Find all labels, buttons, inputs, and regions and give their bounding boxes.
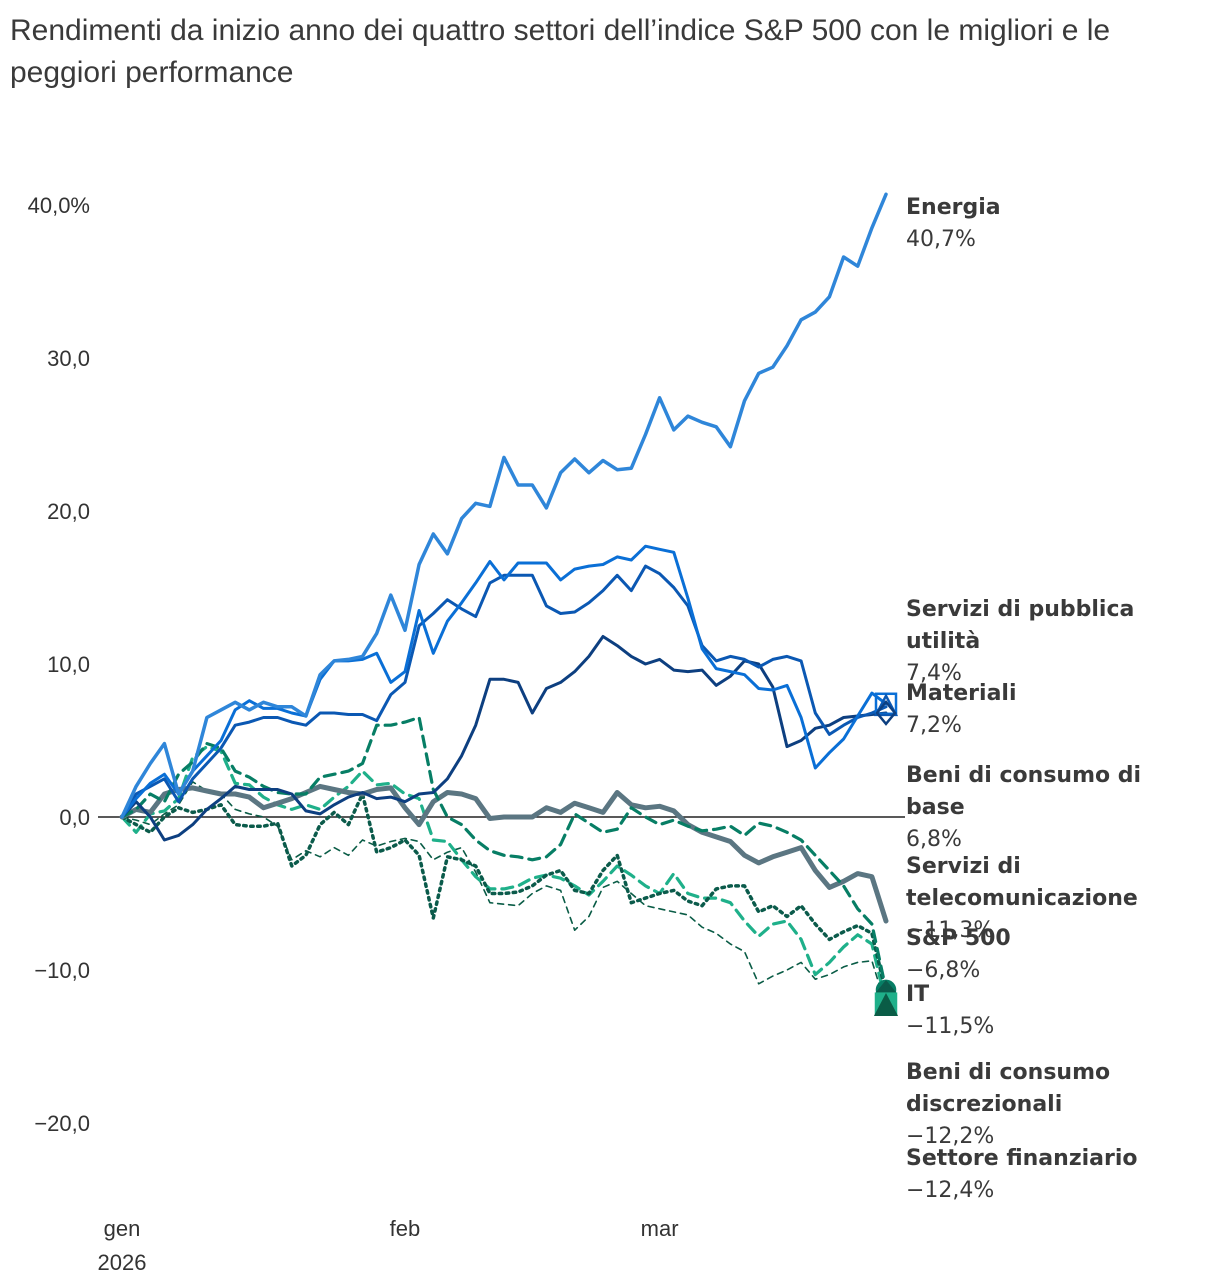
end-label-name: Servizi di [906,854,1021,879]
x-axis: gen feb mar 2026 [98,1216,679,1275]
end-label-name: base [906,795,965,820]
end-label-value: 6,8% [906,827,962,852]
end-label-servizi-di-pubblica-utilita: Servizi di pubblica utilità 7,4% [906,597,1134,686]
series-line-servizi-di-telecomunicazione [120,715,888,992]
end-label-name: Energia [906,195,1001,220]
y-tick-label: 20,0 [47,499,90,524]
end-label-name: IT [906,982,929,1007]
end-label-name: S&P 500 [906,926,1011,951]
end-label-name: Materiali [906,681,1017,706]
end-label-sandp-500: S&P 500 −6,8% [906,926,1011,983]
series-line-it [120,792,888,995]
series-line-materiali [120,564,888,819]
end-label-value: 7,2% [906,713,962,738]
x-tick-label: gen [104,1216,141,1241]
end-label-name: utilità [906,629,980,654]
series-line-beni-di-consumo-discrezionali [120,744,888,1006]
end-label-name: discrezionali [906,1092,1062,1117]
end-marker-beni-di-consumo-di-base [875,699,897,726]
end-label-settore-finanziario: Settore finanziario −12,4% [906,1146,1138,1203]
y-tick-label: 10,0 [47,652,90,677]
end-label-servizi-di-telecomunicazione: Servizi di telecomunicazione −11,3% [906,854,1138,943]
end-label-name: Settore finanziario [906,1146,1138,1171]
end-marker-materiali [873,693,899,717]
end-marker-settore-finanziario [873,993,899,1016]
end-label-value: 7,4% [906,661,962,686]
end-label-value: 40,7% [906,227,976,252]
end-label-value: −12,4% [906,1178,994,1203]
end-label-name: Servizi di pubblica [906,597,1134,622]
end-label-value: −11,3% [906,918,994,943]
series-line-sandp-500 [119,783,889,924]
end-label-materiali: Materiali 7,2% [906,681,1017,738]
x-tick-label: feb [390,1216,421,1241]
y-tick-label: 30,0 [47,346,90,371]
x-year-label: 2026 [98,1250,147,1275]
end-label-name: Beni di consumo [906,1060,1110,1085]
y-tick-label: 0,0 [59,805,90,830]
end-label-beni-di-consumo-discrezionali: Beni di consumo discrezionali −12,2% [906,1060,1110,1149]
y-axis: 40,0% 30,0 20,0 10,0 0,0 −10,0 −20,0 [28,193,90,1136]
end-labels: Energia 40,7% Servizi di pubblica utilità 7,… [906,195,1141,1203]
end-label-energia: Energia 40,7% [906,195,1001,252]
y-tick-label: −10,0 [34,958,90,983]
series-line-settore-finanziario [121,780,887,1008]
end-label-beni-di-consumo-di-base: Beni di consumo di base 6,8% [906,763,1141,852]
y-tick-label: 40,0% [28,193,90,218]
series-line-energia [120,192,888,819]
series-line-beni-di-consumo-di-base [120,635,888,842]
x-tick-label: mar [641,1216,679,1241]
y-tick-label: −20,0 [34,1111,90,1136]
end-label-value: −12,2% [906,1124,994,1149]
end-label-name: Beni di consumo di [906,763,1141,788]
end-label-value: −11,5% [906,1014,994,1039]
end-markers [873,692,899,1016]
series-lines [119,192,889,1008]
end-label-value: −6,8% [906,958,980,983]
series-line-servizi-di-pubblica-utilita [120,544,888,819]
end-label-name: telecomunicazione [906,886,1138,911]
end-label-it: IT −11,5% [906,982,994,1039]
chart-title: Rendimenti da inizio anno dei quattro se… [10,14,1111,89]
